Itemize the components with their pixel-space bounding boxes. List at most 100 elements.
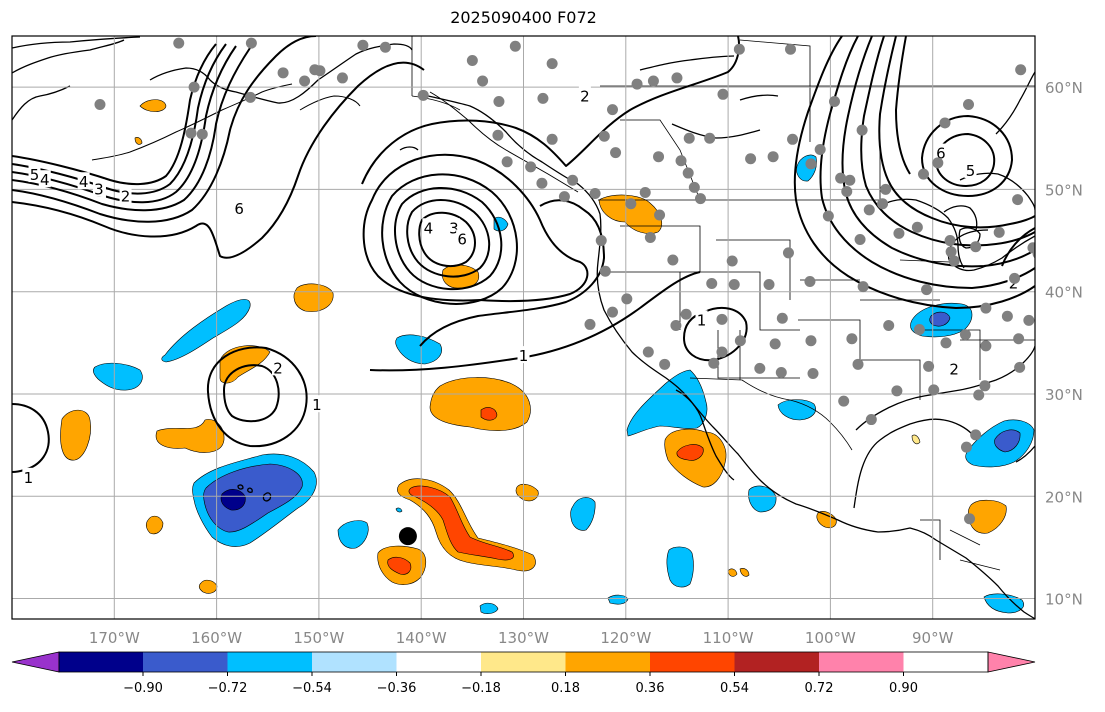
station-dot — [891, 385, 903, 397]
station-dot — [877, 198, 889, 210]
station-dot — [1032, 249, 1035, 259]
contour-label: 6 — [936, 145, 946, 163]
colorbar-segment — [650, 652, 735, 672]
contour-label-backdrop — [934, 143, 947, 161]
station-dot — [610, 147, 622, 159]
colorbar: −0.90 −0.72 −0.54 −0.36 −0.18 0.18 0.36 0.54 0.7… — [11, 651, 1036, 696]
colorbar-segment — [312, 652, 397, 672]
station-dot — [639, 186, 651, 198]
storm-center-marker — [398, 527, 417, 546]
contour-label-backdrop — [77, 172, 90, 190]
station-dot — [1009, 272, 1021, 284]
contour-label: 5 — [30, 166, 40, 184]
station-dot — [787, 133, 799, 145]
station-dot — [785, 43, 797, 55]
longitude-tick-label: 90°W — [912, 629, 954, 647]
latitude-tick-label: 20°N — [1045, 488, 1083, 506]
station-dot — [188, 81, 200, 93]
station-dot — [863, 204, 875, 216]
station-dot — [948, 255, 960, 267]
colorbar-tick-label: −0.90 — [123, 681, 163, 696]
station-dot — [417, 89, 429, 101]
station-dot — [379, 41, 391, 53]
station-dot — [708, 357, 720, 369]
station-dot — [546, 133, 558, 145]
island-chains — [91, 83, 579, 193]
station-dot — [94, 99, 106, 111]
station-dot — [964, 513, 976, 525]
station-dot — [917, 168, 929, 180]
station-dot — [726, 255, 738, 267]
station-dot — [595, 235, 607, 247]
colorbar-tick-label: 0.54 — [720, 681, 749, 696]
station-dot — [865, 414, 877, 426]
station-dot — [805, 335, 817, 347]
station-dot — [244, 91, 256, 103]
station-dot — [492, 129, 504, 141]
colorbar-segment — [565, 652, 650, 672]
colorbar-segment — [227, 652, 312, 672]
station-dot — [675, 155, 687, 167]
station-dot — [466, 55, 478, 67]
station-dot — [558, 191, 570, 203]
contour-label-backdrop — [92, 179, 105, 197]
station-dot — [706, 278, 718, 290]
contour-label: 1 — [519, 347, 529, 365]
station-dot — [844, 174, 856, 186]
station-dot — [683, 132, 695, 144]
contour-label: 1 — [312, 396, 322, 414]
station-dot — [501, 156, 513, 168]
contour-label: 2 — [121, 188, 131, 206]
contour-label: 3 — [94, 180, 104, 198]
station-dot — [857, 281, 869, 293]
station-dot — [993, 226, 1005, 238]
station-dot — [196, 128, 208, 140]
colorbar-segment — [734, 652, 819, 672]
colorbar-max-extension — [987, 651, 1036, 673]
station-dot — [828, 95, 840, 107]
station-dot — [694, 193, 706, 205]
contour-label-backdrop — [22, 467, 35, 485]
station-dot — [509, 40, 521, 52]
colorbar-tick-label: −0.36 — [377, 681, 417, 696]
station-dot — [1012, 194, 1024, 206]
contour-label-backdrop — [456, 229, 469, 247]
colorbar-tick-label: 0.90 — [889, 681, 918, 696]
station-dot — [880, 183, 892, 195]
station-dot — [173, 37, 185, 49]
station-dot — [769, 338, 781, 350]
longitude-tick-label: 130°W — [498, 629, 549, 647]
station-dot — [893, 227, 905, 239]
station-dot — [734, 335, 746, 347]
station-dot — [245, 37, 257, 49]
station-dot — [299, 75, 311, 87]
station-dot — [671, 72, 683, 84]
station-dot — [644, 231, 656, 243]
station-dot — [589, 188, 601, 200]
longitude-tick-label: 170°W — [89, 629, 140, 647]
station-dot — [599, 265, 611, 277]
station-dot — [854, 234, 866, 246]
station-dot — [939, 117, 951, 129]
negative-anomaly-shading — [93, 154, 1035, 614]
station-dot — [567, 174, 579, 186]
station-dot — [277, 67, 289, 79]
station-dot — [309, 64, 321, 76]
latitude-tick-labels: 10°N 20°N 30°N 40°N 50°N 60°N — [1045, 79, 1083, 608]
contour-label-backdrop — [964, 160, 977, 178]
station-dot — [536, 177, 548, 189]
station-dot — [625, 198, 637, 210]
station-dot — [653, 151, 665, 163]
station-dot — [776, 312, 788, 324]
contour-label-backdrop — [119, 186, 132, 204]
station-dot — [631, 78, 643, 90]
contour-label-backdrop — [271, 358, 284, 376]
contour-label: 6 — [457, 231, 467, 249]
station-dot — [621, 293, 633, 305]
station-dot — [185, 127, 197, 139]
station-dot — [846, 333, 858, 345]
longitude-tick-label: 120°W — [600, 629, 651, 647]
contour-label: 5 — [966, 162, 976, 180]
station-dot — [822, 210, 834, 222]
contour-label-backdrop — [578, 86, 591, 104]
